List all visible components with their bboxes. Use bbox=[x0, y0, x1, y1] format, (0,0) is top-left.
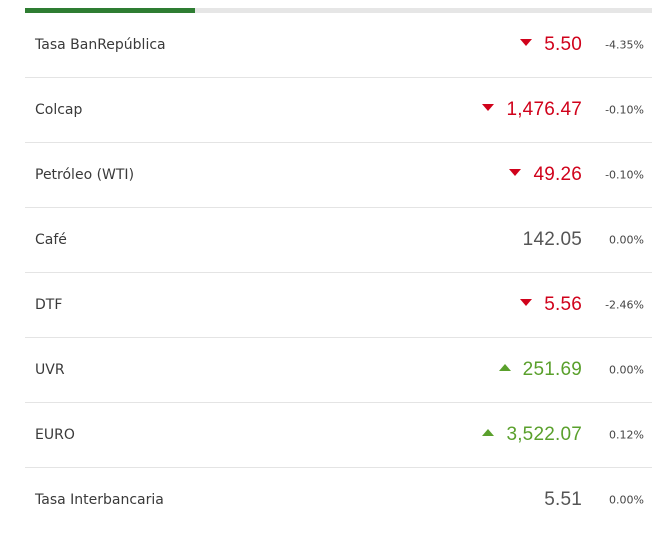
arrow-down-icon bbox=[520, 38, 533, 46]
indicator-value-group: 3,522.07 bbox=[482, 424, 582, 446]
indicator-value-group: 5.51 bbox=[544, 489, 582, 511]
indicator-value: 49.26 bbox=[533, 164, 582, 185]
indicator-value-group: 142.05 bbox=[523, 229, 582, 251]
indicator-change: 0.00% bbox=[609, 233, 644, 247]
indicator-row[interactable]: Colcap 1,476.47 -0.10% bbox=[25, 78, 652, 143]
indicator-value-group: 5.50 bbox=[520, 34, 582, 56]
indicator-value: 5.50 bbox=[544, 34, 582, 55]
indicator-label: DTF bbox=[35, 297, 63, 313]
indicator-row[interactable]: EURO 3,522.07 0.12% bbox=[25, 403, 652, 468]
indicator-value: 5.56 bbox=[544, 294, 582, 315]
indicator-change: -0.10% bbox=[605, 168, 644, 182]
indicator-change: -0.10% bbox=[605, 103, 644, 117]
indicator-value-group: 1,476.47 bbox=[482, 99, 582, 121]
market-indicators-list: Tasa BanRepública 5.50 -4.35% Colcap 1,4… bbox=[25, 13, 652, 532]
indicator-value: 1,476.47 bbox=[506, 99, 582, 120]
indicator-value: 3,522.07 bbox=[506, 424, 582, 445]
indicator-label: UVR bbox=[35, 362, 65, 378]
indicator-row[interactable]: Tasa Interbancaria 5.51 0.00% bbox=[25, 468, 652, 532]
indicator-row[interactable]: Tasa BanRepública 5.50 -4.35% bbox=[25, 13, 652, 78]
indicator-label: Petróleo (WTI) bbox=[35, 167, 135, 183]
indicator-row[interactable]: DTF 5.56 -2.46% bbox=[25, 273, 652, 338]
indicator-change: -4.35% bbox=[605, 38, 644, 52]
indicator-change: 0.00% bbox=[609, 363, 644, 377]
arrow-down-icon bbox=[520, 298, 533, 306]
active-tab-indicator[interactable] bbox=[25, 8, 195, 13]
indicator-value-group: 251.69 bbox=[498, 359, 582, 381]
indicator-label: Café bbox=[35, 232, 67, 248]
indicator-row[interactable]: UVR 251.69 0.00% bbox=[25, 338, 652, 403]
indicator-value: 5.51 bbox=[544, 489, 582, 510]
indicator-label: Colcap bbox=[35, 102, 83, 118]
indicator-row[interactable]: Café 142.05 0.00% bbox=[25, 208, 652, 273]
indicator-value-group: 5.56 bbox=[520, 294, 582, 316]
indicator-value: 251.69 bbox=[522, 359, 582, 380]
indicator-label: EURO bbox=[35, 427, 75, 443]
indicator-change: -2.46% bbox=[605, 298, 644, 312]
indicator-value-group: 49.26 bbox=[509, 164, 582, 186]
indicator-value: 142.05 bbox=[522, 229, 582, 250]
arrow-up-icon bbox=[482, 428, 495, 436]
indicator-change: 0.12% bbox=[609, 428, 644, 442]
arrow-down-icon bbox=[509, 168, 522, 176]
tab-bar bbox=[25, 8, 652, 13]
arrow-down-icon bbox=[482, 103, 495, 111]
indicator-change: 0.00% bbox=[609, 493, 644, 507]
indicator-label: Tasa BanRepública bbox=[35, 37, 166, 53]
indicator-label: Tasa Interbancaria bbox=[35, 492, 164, 508]
arrow-up-icon bbox=[498, 363, 511, 371]
indicator-row[interactable]: Petróleo (WTI) 49.26 -0.10% bbox=[25, 143, 652, 208]
